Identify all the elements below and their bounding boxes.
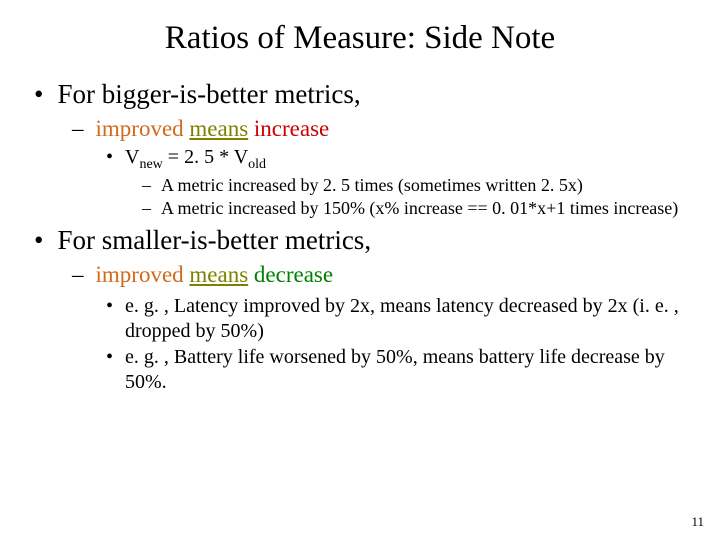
word-improved: improved (96, 262, 190, 287)
bullet-smaller-is-better: For smaller-is-better metrics, (34, 225, 690, 256)
bullet-increase-percent: A metric increased by 150% (x% increase … (142, 198, 690, 219)
bullet-increase-times: A metric increased by 2. 5 times (someti… (142, 175, 690, 196)
bullet-text: improved means increase (96, 116, 330, 142)
bullet-vnew-equation: Vnew = 2. 5 * Vold (106, 146, 690, 173)
bullet-latency-example: e. g. , Latency improved by 2x, means la… (106, 294, 690, 343)
slide: Ratios of Measure: Side Note For bigger-… (0, 0, 720, 540)
word-means: means (189, 116, 248, 141)
bullet-improved-increase: improved means increase (72, 116, 690, 142)
word-improved: improved (96, 116, 190, 141)
bullet-text: e. g. , Battery life worsened by 50%, me… (125, 345, 690, 394)
bullet-improved-decrease: improved means decrease (72, 262, 690, 288)
bullet-text: improved means decrease (96, 262, 334, 288)
bullet-text: For smaller-is-better metrics, (57, 225, 371, 256)
slide-number: 11 (691, 514, 704, 530)
word-means: means (189, 262, 248, 287)
word-increase: increase (248, 116, 329, 141)
bullet-text: e. g. , Latency improved by 2x, means la… (125, 294, 690, 343)
bullet-text: A metric increased by 2. 5 times (someti… (161, 175, 583, 196)
slide-content: For bigger-is-better metrics, improved m… (30, 79, 690, 394)
word-decrease: decrease (248, 262, 333, 287)
bullet-text: For bigger-is-better metrics, (57, 79, 360, 110)
slide-title: Ratios of Measure: Side Note (30, 20, 690, 57)
bullet-battery-example: e. g. , Battery life worsened by 50%, me… (106, 345, 690, 394)
bullet-bigger-is-better: For bigger-is-better metrics, (34, 79, 690, 110)
equation-text: Vnew = 2. 5 * Vold (125, 146, 266, 173)
bullet-text: A metric increased by 150% (x% increase … (161, 198, 678, 219)
